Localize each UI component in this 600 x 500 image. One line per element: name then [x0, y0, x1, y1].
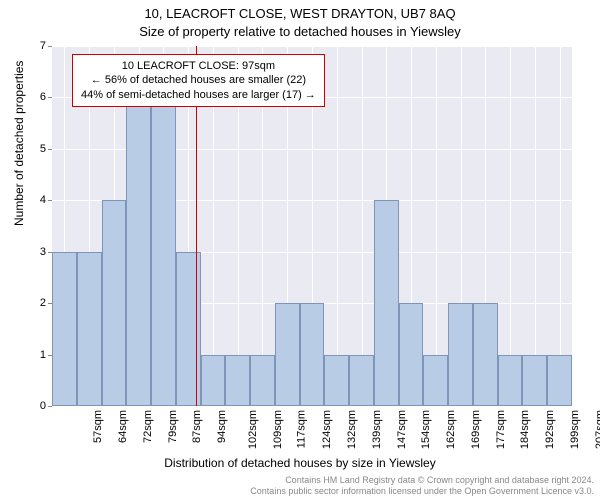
chart-container: 10, LEACROFT CLOSE, WEST DRAYTON, UB7 8A… — [0, 0, 600, 500]
chart-title-main: 10, LEACROFT CLOSE, WEST DRAYTON, UB7 8A… — [0, 6, 600, 21]
y-tick — [48, 97, 52, 98]
y-tick — [48, 406, 52, 407]
x-tick-label: 57sqm — [92, 410, 104, 443]
x-tick-label: 102sqm — [247, 410, 259, 449]
bar — [374, 200, 399, 406]
x-tick-label: 184sqm — [519, 410, 531, 449]
bar — [250, 355, 275, 406]
bar — [126, 97, 151, 406]
x-tick-label: 154sqm — [420, 410, 432, 449]
x-tick-label: 147sqm — [396, 410, 408, 449]
bar — [151, 97, 176, 406]
y-tick-label: 7 — [40, 40, 46, 52]
bar — [547, 355, 572, 406]
bar — [448, 303, 473, 406]
bar — [349, 355, 374, 406]
bar — [77, 252, 102, 406]
x-tick-label: 117sqm — [296, 410, 308, 448]
annotation-line3: 44% of semi-detached houses are larger (… — [81, 88, 316, 102]
y-tick-label: 1 — [40, 349, 46, 361]
x-tick-label: 124sqm — [321, 410, 333, 449]
y-tick — [48, 149, 52, 150]
y-axis-label: Number of detached properties — [12, 61, 26, 226]
bar — [473, 303, 498, 406]
y-tick-label: 2 — [40, 297, 46, 309]
x-tick-label: 72sqm — [142, 410, 154, 443]
x-axis-label: Distribution of detached houses by size … — [0, 456, 600, 470]
gridline-v — [535, 46, 536, 406]
gridline-v — [560, 46, 561, 406]
bar — [225, 355, 250, 406]
bar — [300, 303, 325, 406]
footer-line1: Contains HM Land Registry data © Crown c… — [250, 475, 594, 486]
gridline-v — [510, 46, 511, 406]
chart-title-sub: Size of property relative to detached ho… — [0, 24, 600, 39]
bar — [324, 355, 349, 406]
x-tick-label: 109sqm — [272, 410, 284, 449]
annotation-line2: ← 56% of detached houses are smaller (22… — [81, 73, 316, 87]
bar — [52, 252, 77, 406]
footer: Contains HM Land Registry data © Crown c… — [250, 475, 594, 497]
x-tick-label: 162sqm — [445, 410, 457, 449]
y-tick — [48, 200, 52, 201]
y-tick-label: 3 — [40, 246, 46, 258]
x-tick-label: 79sqm — [167, 410, 179, 443]
x-tick-label: 132sqm — [346, 410, 358, 449]
annotation-line1: 10 LEACROFT CLOSE: 97sqm — [81, 59, 316, 73]
gridline-v — [362, 46, 363, 406]
y-tick-label: 4 — [40, 194, 46, 206]
bar — [498, 355, 523, 406]
x-tick-label: 207sqm — [594, 410, 600, 449]
x-tick-label: 94sqm — [216, 410, 228, 443]
x-tick-label: 169sqm — [470, 410, 482, 449]
bar — [201, 355, 226, 406]
bar — [102, 200, 127, 406]
y-tick-label: 5 — [40, 143, 46, 155]
y-tick-label: 6 — [40, 91, 46, 103]
bar — [275, 303, 300, 406]
y-tick-label: 0 — [40, 400, 46, 412]
bar — [399, 303, 424, 406]
annotation-box: 10 LEACROFT CLOSE: 97sqm ← 56% of detach… — [72, 54, 325, 107]
footer-line2: Contains public sector information licen… — [250, 486, 594, 497]
x-tick-label: 199sqm — [569, 410, 581, 449]
y-tick — [48, 46, 52, 47]
gridline-v — [337, 46, 338, 406]
bar — [423, 355, 448, 406]
x-tick-label: 87sqm — [191, 410, 203, 443]
x-tick-label: 139sqm — [371, 410, 383, 449]
x-tick-label: 192sqm — [544, 410, 556, 449]
gridline-v — [436, 46, 437, 406]
x-tick-label: 64sqm — [117, 410, 129, 443]
bar — [522, 355, 547, 406]
x-tick-label: 177sqm — [495, 410, 507, 449]
gridline-h — [52, 406, 572, 407]
